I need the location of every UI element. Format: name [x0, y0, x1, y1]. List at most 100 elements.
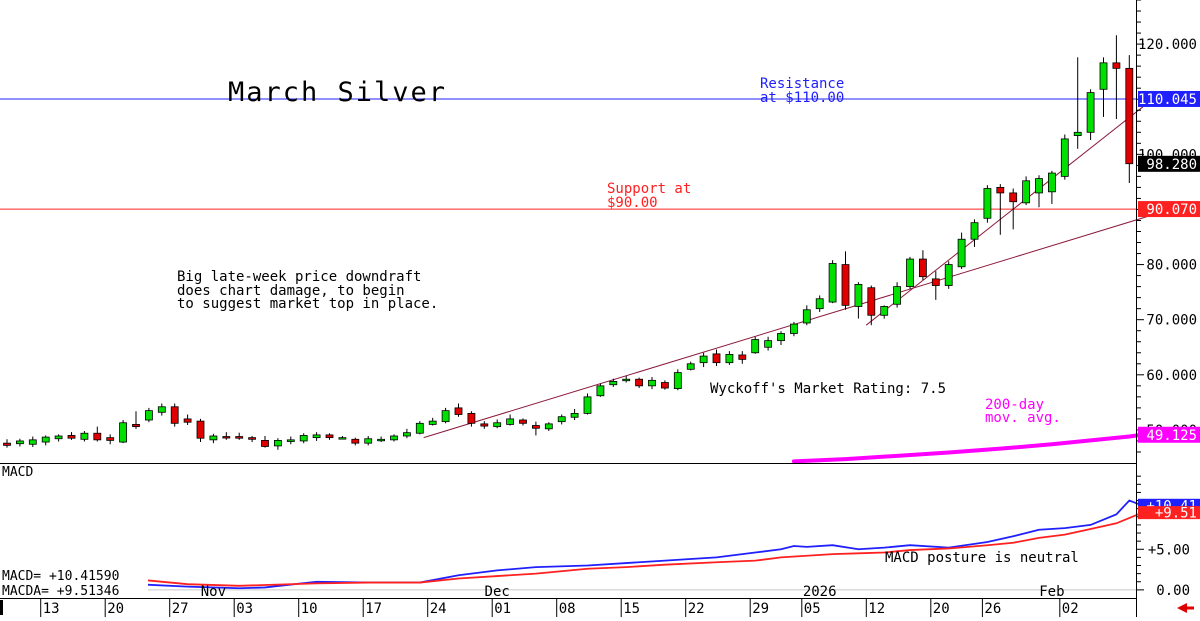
candle-body [261, 440, 269, 447]
candle [80, 431, 89, 442]
candle [480, 421, 489, 429]
candle [93, 426, 102, 442]
time-axis-label: 15 [623, 601, 640, 617]
scroll-left-arrow-shaft[interactable] [1187, 606, 1194, 610]
candle-body [1035, 178, 1043, 194]
candle [699, 352, 708, 368]
time-axis-period-label: Nov [201, 584, 226, 600]
last-price-tag: 98.280 [1138, 155, 1200, 173]
candle [402, 428, 411, 439]
candle-body [751, 339, 760, 354]
candle-body [93, 432, 102, 441]
candle-body [54, 435, 63, 440]
candle [751, 336, 760, 354]
time-axis-label: 24 [430, 601, 447, 617]
candle-body [661, 382, 669, 389]
candle-body [970, 222, 979, 240]
candle [712, 349, 721, 366]
candle [222, 432, 231, 440]
resistance-price-tag-box [1138, 90, 1200, 107]
ma-200-line [791, 432, 1145, 464]
candle [54, 434, 63, 442]
time-axis-label: 13 [43, 601, 60, 617]
candle [544, 422, 553, 432]
market-rating-note: Wyckoff's Market Rating: 7.5 [710, 381, 946, 397]
macd-axis: 0.00 +5.00 [1137, 475, 1190, 599]
candle [854, 282, 863, 319]
time-axis-label: 26 [984, 601, 1001, 617]
candle-body [441, 410, 450, 423]
candle [970, 219, 979, 247]
candle [325, 433, 334, 440]
time-axis-period-label: Feb [1039, 584, 1064, 600]
macd-readout: MACD= +10.41590 [2, 569, 119, 584]
candle [570, 408, 579, 421]
candle [1048, 170, 1056, 204]
candle-body [273, 440, 282, 447]
candle-body [144, 410, 153, 421]
candle-body [312, 434, 321, 439]
candle [919, 250, 927, 281]
macd-tick-label: 0.00 [1156, 583, 1190, 599]
candle [596, 383, 605, 397]
candle-body [802, 309, 811, 324]
candle-body [725, 354, 734, 364]
candle-body [764, 340, 772, 348]
time-axis-label: 29 [752, 601, 769, 617]
candle [673, 369, 682, 391]
candle-body [622, 378, 631, 382]
candle-body [106, 437, 115, 441]
scroll-left-arrow-icon[interactable] [1177, 603, 1187, 613]
candle [983, 185, 992, 223]
candle-body [1086, 92, 1095, 133]
candle-body [931, 278, 940, 286]
support-note-line1: Support at [607, 181, 691, 197]
candle-body [364, 438, 373, 444]
time-axis-start-marker [0, 600, 3, 615]
candlestick-series [3, 35, 1134, 450]
candle [815, 295, 824, 312]
candle [957, 232, 966, 269]
candle [157, 403, 166, 416]
candle-body [673, 372, 682, 389]
candle [41, 435, 50, 446]
candle-body [738, 354, 747, 360]
price-tick-label: 80.000 [1146, 258, 1197, 274]
candle [106, 434, 115, 445]
candle [1086, 89, 1095, 141]
price-tick-label: 70.000 [1146, 313, 1197, 329]
time-axis-label: 20 [107, 601, 124, 617]
time-axis-label: 22 [688, 601, 705, 617]
candle [1112, 35, 1121, 120]
time-axis-label: 08 [559, 601, 576, 617]
macda-line [6, 511, 1143, 587]
candle-body [983, 188, 992, 219]
candle [802, 305, 811, 326]
candle-body [815, 298, 824, 310]
candle-body [686, 363, 695, 370]
candle-body [557, 416, 566, 423]
candle-body [80, 432, 89, 440]
candle [286, 436, 295, 445]
candle-body [699, 355, 708, 364]
candle [441, 407, 450, 424]
macd-posture-note: MACD posture is neutral [885, 550, 1079, 566]
macda-value-tag: +9.51 [1138, 506, 1200, 522]
candle-body [222, 436, 231, 439]
candle [532, 421, 540, 436]
ma-price-tag-box [1138, 426, 1200, 443]
candle [132, 411, 140, 429]
last-price-tag-label: 98.280 [1146, 157, 1197, 173]
time-axis-label: 03 [236, 601, 253, 617]
candle-body [828, 263, 837, 303]
candle-body [919, 258, 927, 278]
time-axis-label: 02 [1062, 601, 1079, 617]
candle [377, 436, 386, 443]
candle [583, 393, 592, 415]
candle [944, 261, 953, 289]
candle-body [867, 287, 876, 316]
candle [338, 435, 347, 440]
support-resistance-lines [0, 98, 1137, 210]
